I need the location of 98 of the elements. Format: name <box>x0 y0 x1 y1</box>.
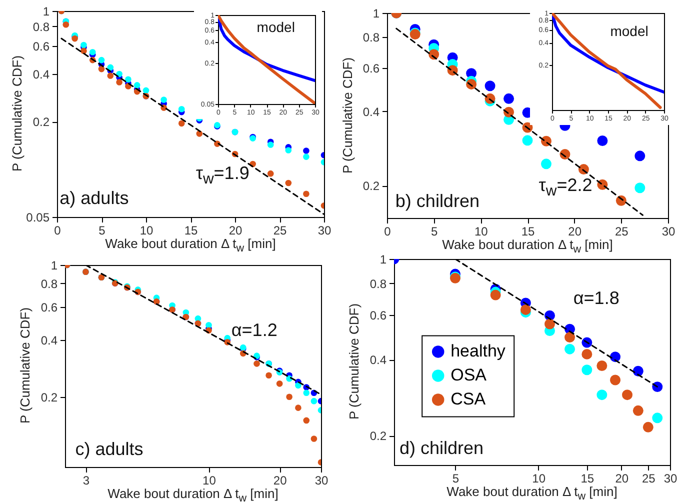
x-tick-label: 10 <box>532 472 546 486</box>
y-tick-label: 1 <box>42 4 50 18</box>
annotation: d) children <box>400 438 484 460</box>
x-tick-label: 10 <box>202 474 216 488</box>
y-axis-title: P (Cumulative CDF) <box>18 306 32 426</box>
point <box>540 158 552 170</box>
y-tick-label: 0.05 <box>26 210 50 224</box>
line-series <box>552 13 662 110</box>
point <box>267 142 274 148</box>
legend-label: healthy <box>450 342 506 361</box>
y-tick-label: 0.4 <box>32 68 50 82</box>
x-tick-label: 30 <box>318 224 332 238</box>
x-tick-label: 15 <box>184 224 198 238</box>
y-tick-label: 1 <box>372 6 380 20</box>
point <box>303 190 310 198</box>
y-tick-label: 0.8 <box>370 276 387 291</box>
point <box>267 170 274 177</box>
x-tick-label: 15 <box>521 224 535 238</box>
annotation: c) adults <box>75 438 144 460</box>
point <box>634 182 646 194</box>
point <box>89 48 96 56</box>
x-tick-label: 25 <box>642 472 656 486</box>
y-axis-title: P (Cumulative CDF) <box>10 54 24 174</box>
y-tick-label: 0.6 <box>362 61 380 76</box>
point <box>484 80 496 92</box>
x-axis-title: Wake bout duration Δ t$_{w}$ [min] <box>104 236 277 255</box>
x-tick-label: 20 <box>615 472 629 486</box>
annotation: α=1.2 <box>231 320 278 341</box>
legend-label: CSA <box>450 390 486 409</box>
line-series <box>218 15 315 104</box>
y-tick-label: 0.8 <box>32 20 50 34</box>
y-tick-label: 0.6 <box>40 300 58 314</box>
point <box>160 96 167 103</box>
x-tick-label: 5 <box>430 224 438 238</box>
x-tick-label: 20 <box>273 474 288 488</box>
y-tick-label: 0.8 <box>362 30 380 44</box>
x-tick-label: 5 <box>452 472 460 486</box>
y-tick-label: 0.2 <box>370 429 387 444</box>
x-tick-label: 25 <box>273 224 287 238</box>
annotation: τ$_{w}$=2.2 <box>538 174 592 200</box>
x-tick-label: 0 <box>54 224 62 238</box>
x-tick-label: 30 <box>662 224 676 238</box>
point <box>125 76 132 83</box>
point <box>522 135 533 146</box>
x-tick-label: 30 <box>314 474 328 488</box>
legend-label: OSA <box>450 366 488 385</box>
annotation: model <box>610 22 648 39</box>
x-tick-label: 20 <box>228 224 242 238</box>
x-axis-title: Wake bout duration Δ t$_{w}$ [min] <box>441 237 614 256</box>
annotation: τ$_{w}$=1.9 <box>196 163 250 188</box>
y-axis-title: P (Cumulative CDF) <box>346 302 362 422</box>
point <box>116 79 122 86</box>
point <box>62 21 70 28</box>
point <box>98 56 105 64</box>
x-tick-label: 0 <box>384 224 392 238</box>
point <box>134 82 140 88</box>
y-tick-label: 0.2 <box>40 390 58 404</box>
point <box>98 66 105 72</box>
x-tick-label: 10 <box>140 224 154 238</box>
x-axis-title: Wake bout duration Δ t$_{w}$ [min] <box>106 486 280 504</box>
y-tick-label: 0.2 <box>32 115 50 130</box>
y-tick-label: 1 <box>50 258 58 272</box>
annotation: α=1.8 <box>573 288 620 309</box>
point <box>116 70 122 78</box>
point <box>80 48 87 54</box>
point <box>107 72 114 79</box>
y-tick-label: 0.2 <box>362 179 380 194</box>
point <box>597 136 608 146</box>
x-tick-label: 25 <box>614 224 629 238</box>
x-tick-label: 10 <box>474 224 488 238</box>
y-axis-title: P (Cumulative CDF) <box>340 56 354 176</box>
y-tick-label: 0.4 <box>362 104 380 119</box>
x-tick-label: 15 <box>580 472 594 486</box>
point <box>107 64 114 71</box>
point <box>303 148 310 154</box>
point <box>80 42 87 48</box>
y-tick-label: 1 <box>380 252 387 266</box>
y-tick-label: 0.8 <box>40 276 58 291</box>
point <box>178 106 185 112</box>
y-tick-label: 0.6 <box>370 308 387 323</box>
point <box>178 120 185 127</box>
annotation: b) children <box>395 191 480 212</box>
annotation: a) adults <box>60 188 129 210</box>
point <box>285 147 292 154</box>
x-tick-label: 5 <box>98 224 106 238</box>
x-tick-label: 30 <box>664 472 678 486</box>
point <box>634 150 646 162</box>
x-tick-label: 3 <box>82 474 90 488</box>
point <box>303 154 310 160</box>
point <box>285 180 292 186</box>
x-tick-label: 20 <box>568 224 582 238</box>
y-tick-label: 0.4 <box>40 334 58 348</box>
point <box>142 87 150 94</box>
y-tick-label: 0.4 <box>370 353 387 368</box>
x-axis-title: Wake bout duration Δ t$_{w}$ [min] <box>446 484 618 503</box>
point <box>504 93 514 104</box>
y-tick-label: 0.6 <box>32 40 50 54</box>
annotation: model <box>256 19 295 36</box>
